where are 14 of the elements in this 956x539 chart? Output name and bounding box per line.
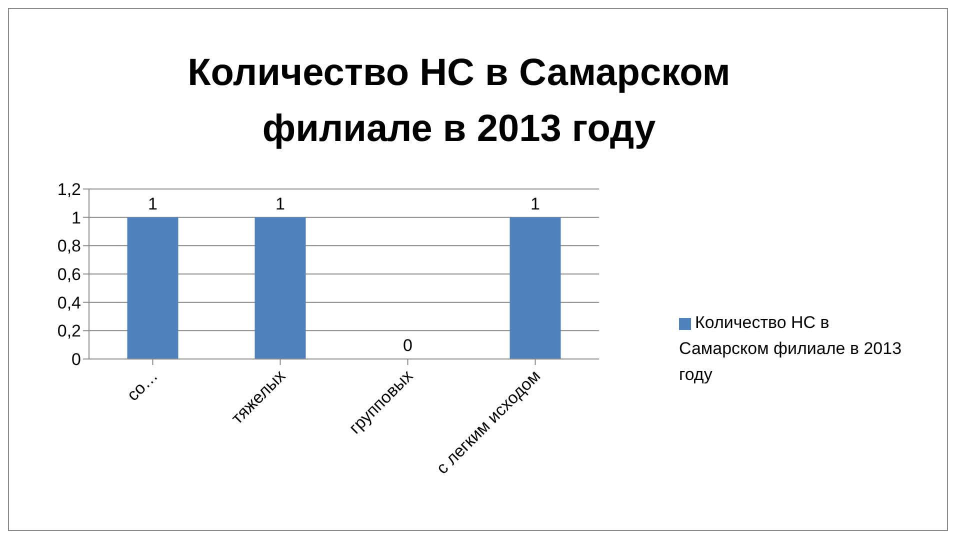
y-tick-label: 0,6 [57,265,81,284]
y-tick-label: 1,2 [57,180,81,200]
y-tick-label: 1 [72,208,81,228]
y-tick-label: 0,4 [57,293,81,312]
y-tick-label: 0 [72,350,81,370]
data-label: 1 [530,194,540,214]
chart-title: Количество НС в Самарском филиале в 2013 году [186,51,732,152]
data-label: 1 [148,194,158,214]
y-tick-label: 0,2 [57,322,81,341]
y-tick-label: 0,8 [57,236,81,256]
data-label: 1 [276,194,285,214]
legend-label: Количество НС в Самарском филиале в 2013 году [679,313,902,384]
x-tick-label: со… [123,366,162,405]
data-label: 0 [403,336,412,355]
